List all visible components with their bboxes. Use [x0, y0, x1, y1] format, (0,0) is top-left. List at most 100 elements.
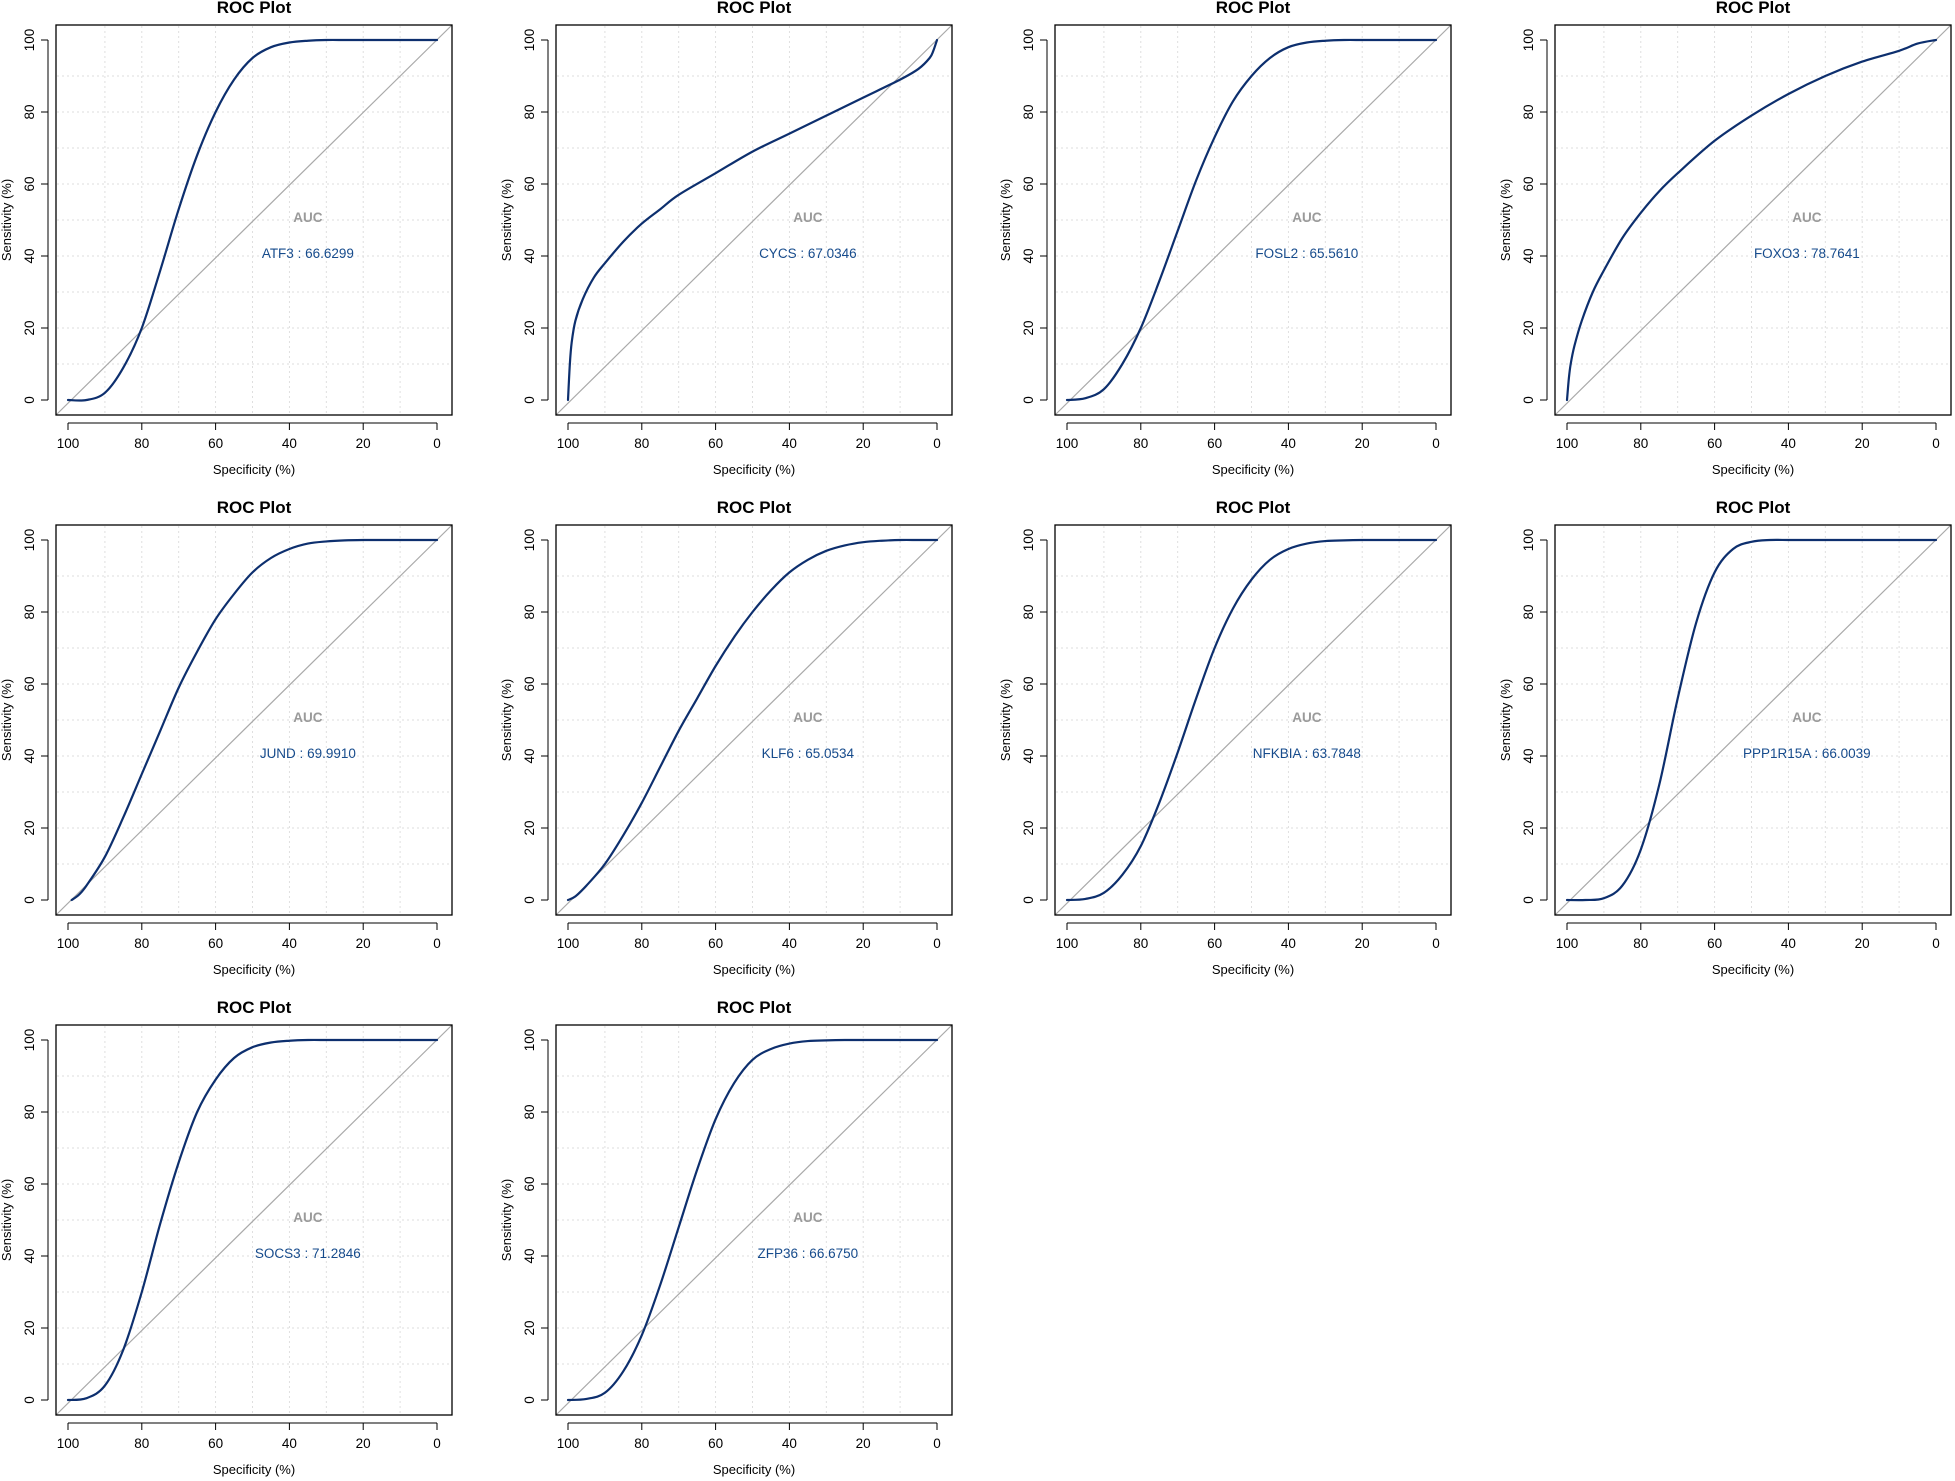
x-tick-label: 100 — [557, 1436, 580, 1451]
auc-value: FOXO3 : 78.7641 — [1754, 246, 1860, 261]
y-tick-label: 40 — [1521, 248, 1536, 263]
x-tick-label: 0 — [1932, 936, 1940, 951]
roc-curve — [566, 1038, 939, 1402]
x-tick-label: 60 — [208, 436, 223, 451]
x-tick-label: 40 — [1781, 436, 1796, 451]
x-axis-label: Specificity (%) — [213, 462, 295, 477]
chart-title: ROC Plot — [717, 998, 792, 1017]
y-axis: 0 20 40 60 80 100 — [1021, 529, 1048, 904]
x-axis: 100 80 60 40 20 0 — [557, 922, 941, 951]
y-tick-label: 40 — [22, 248, 37, 263]
y-tick-label: 40 — [22, 748, 37, 763]
x-tick-label: 80 — [1133, 436, 1148, 451]
roc-curve — [66, 1038, 439, 1402]
x-tick-label: 40 — [1281, 436, 1296, 451]
y-tick-label: 80 — [1021, 104, 1036, 119]
y-tick-label: 80 — [1521, 104, 1536, 119]
roc-panel: 100 80 60 40 20 0 Specificity (%) 0 20 40 60 80 100 S… — [1498, 498, 1952, 977]
y-tick-label: 60 — [522, 676, 537, 691]
chart-title: ROC Plot — [717, 498, 792, 517]
y-tick-label: 20 — [522, 320, 537, 335]
y-tick-label: 40 — [1521, 748, 1536, 763]
y-tick-label: 80 — [22, 1104, 37, 1119]
x-tick-label: 20 — [1855, 436, 1870, 451]
x-tick-label: 40 — [782, 1436, 797, 1451]
auc-value: CYCS : 67.0346 — [759, 246, 857, 261]
x-axis: 100 80 60 40 20 0 — [1556, 922, 1940, 951]
y-tick-label: 100 — [1521, 29, 1536, 52]
y-tick-label: 40 — [522, 248, 537, 263]
x-tick-label: 60 — [1707, 436, 1722, 451]
y-tick-label: 20 — [1521, 820, 1536, 835]
x-tick-label: 20 — [1355, 436, 1370, 451]
y-tick-label: 80 — [522, 604, 537, 619]
roc-panel: 100 80 60 40 20 0 Specificity (%) 0 20 40 60 80 100 S… — [0, 498, 453, 977]
x-tick-label: 100 — [57, 1436, 80, 1451]
x-tick-label: 80 — [134, 1436, 149, 1451]
x-tick-label: 60 — [1707, 936, 1722, 951]
x-tick-label: 100 — [57, 436, 80, 451]
x-axis: 100 80 60 40 20 0 — [1056, 422, 1440, 451]
roc-curve — [66, 38, 439, 402]
x-tick-label: 80 — [634, 936, 649, 951]
auc-value: JUND : 69.9910 — [260, 746, 356, 761]
x-tick-label: 100 — [557, 936, 580, 951]
auc-header: AUC — [293, 710, 322, 725]
plot-frame — [55, 24, 453, 416]
chart-title: ROC Plot — [1216, 498, 1291, 517]
y-tick-label: 0 — [1521, 396, 1536, 404]
roc-curve — [566, 538, 939, 902]
x-tick-label: 0 — [1932, 436, 1940, 451]
x-tick-label: 60 — [208, 936, 223, 951]
x-axis-label: Specificity (%) — [1212, 462, 1294, 477]
grid — [1556, 526, 1950, 914]
x-tick-label: 40 — [1781, 936, 1796, 951]
auc-header: AUC — [793, 1210, 822, 1225]
y-axis: 0 20 40 60 80 100 — [1521, 529, 1548, 904]
x-tick-label: 60 — [1207, 936, 1222, 951]
y-tick-label: 80 — [1521, 604, 1536, 619]
y-tick-label: 100 — [522, 29, 537, 52]
auc-header: AUC — [793, 210, 822, 225]
plot-frame — [555, 24, 953, 416]
y-tick-label: 60 — [22, 676, 37, 691]
plot-frame — [555, 524, 953, 916]
x-tick-label: 0 — [933, 936, 941, 951]
plot-frame — [1054, 24, 1452, 416]
x-tick-label: 20 — [856, 936, 871, 951]
x-tick-label: 20 — [356, 936, 371, 951]
y-tick-label: 40 — [22, 1248, 37, 1263]
y-tick-label: 40 — [1021, 748, 1036, 763]
y-tick-label: 0 — [522, 896, 537, 904]
x-tick-label: 20 — [856, 1436, 871, 1451]
x-axis-label: Specificity (%) — [713, 1462, 795, 1477]
y-axis: 0 20 40 60 80 100 — [22, 29, 49, 404]
roc-panel: 100 80 60 40 20 0 Specificity (%) 0 20 40 60 80 100 S… — [1498, 0, 1952, 477]
y-axis: 0 20 40 60 80 100 — [1021, 29, 1048, 404]
auc-value: KLF6 : 65.0534 — [762, 746, 855, 761]
y-tick-label: 80 — [522, 104, 537, 119]
y-tick-label: 0 — [22, 396, 37, 404]
y-tick-label: 100 — [522, 529, 537, 552]
x-tick-label: 100 — [1056, 436, 1079, 451]
reference-diagonal — [1054, 24, 1452, 416]
reference-diagonal — [555, 24, 953, 416]
y-tick-label: 100 — [22, 1029, 37, 1052]
x-tick-label: 20 — [356, 436, 371, 451]
roc-panel: 100 80 60 40 20 0 Specificity (%) 0 20 40 60 80 100 S… — [499, 998, 953, 1477]
chart-title: ROC Plot — [1716, 0, 1791, 17]
x-tick-label: 0 — [1432, 936, 1440, 951]
reference-diagonal — [1054, 524, 1452, 916]
y-tick-label: 20 — [22, 1320, 37, 1335]
auc-value: ZFP36 : 66.6750 — [758, 1246, 859, 1261]
x-tick-label: 40 — [782, 936, 797, 951]
y-tick-label: 0 — [1021, 896, 1036, 904]
y-tick-label: 60 — [1021, 676, 1036, 691]
x-axis-label: Specificity (%) — [713, 962, 795, 977]
x-tick-label: 0 — [433, 1436, 441, 1451]
x-tick-label: 40 — [282, 436, 297, 451]
x-tick-label: 100 — [1056, 936, 1079, 951]
x-axis-label: Specificity (%) — [213, 1462, 295, 1477]
auc-header: AUC — [793, 710, 822, 725]
